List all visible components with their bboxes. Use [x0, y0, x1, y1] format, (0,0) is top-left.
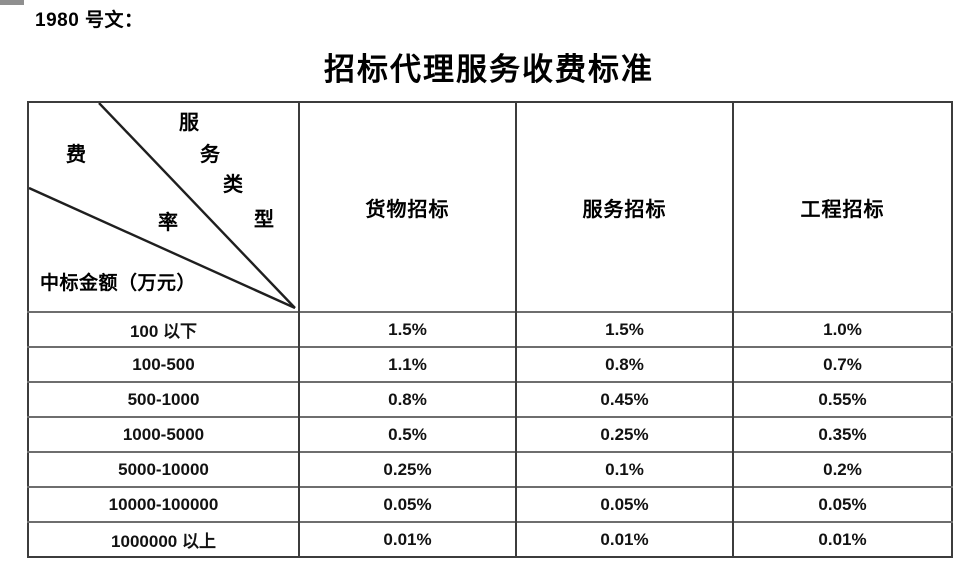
corner-service-type-char: 类 [223, 174, 243, 196]
row-label-cell: 5000-10000 [28, 451, 299, 487]
corner-rate-char: 率 [158, 212, 178, 234]
rate-cell: 0.5% [298, 416, 516, 452]
row-label-cell: 1000-5000 [28, 416, 299, 452]
rate-cell: 0.01% [298, 521, 516, 557]
rate-cell: 0.8% [515, 346, 733, 382]
rate-cell: 0.2% [732, 451, 952, 487]
corner-service-type-char: 务 [200, 144, 220, 166]
rate-cell: 0.55% [732, 381, 952, 417]
rate-cell: 0.25% [515, 416, 733, 452]
rate-cell: 0.05% [732, 486, 952, 522]
column-header-works: 工程招标 [732, 102, 952, 312]
rate-cell: 1.1% [298, 346, 516, 382]
rate-cell: 1.0% [732, 311, 952, 347]
rate-cell: 0.7% [732, 346, 952, 382]
table-row: 1000000 以上 0.01% 0.01% 0.01% [28, 521, 952, 557]
column-header-goods: 货物招标 [298, 102, 516, 312]
row-label-cell: 500-1000 [28, 381, 299, 417]
table-row: 5000-10000 0.25% 0.1% 0.2% [28, 451, 952, 487]
row-label-cell: 10000-100000 [28, 486, 299, 522]
fee-standard-table: 服 务 类 型 费 率 中标金额（万元） 货物招标 服务招标 工程招标 100 … [27, 101, 953, 558]
rate-cell: 1.5% [515, 311, 733, 347]
rate-cell: 0.8% [298, 381, 516, 417]
page-title: 招标代理服务收费标准 [324, 52, 654, 87]
corner-fee-char: 费 [66, 144, 86, 166]
rate-cell: 0.35% [732, 416, 952, 452]
column-header-services: 服务招标 [515, 102, 733, 312]
table-row: 500-1000 0.8% 0.45% 0.55% [28, 381, 952, 417]
rate-cell: 0.05% [515, 486, 733, 522]
row-label-cell: 100-500 [28, 346, 299, 382]
row-label-cell: 1000000 以上 [28, 521, 299, 557]
corner-service-type-char: 服 [179, 112, 199, 134]
diagonal-lines [29, 103, 296, 309]
table-header-row: 服 务 类 型 费 率 中标金额（万元） 货物招标 服务招标 工程招标 [28, 102, 952, 312]
row-label-cell: 100 以下 [28, 311, 299, 347]
corner-amount-label: 中标金额（万元） [40, 273, 197, 294]
rate-cell: 0.05% [298, 486, 516, 522]
table-row: 1000-5000 0.5% 0.25% 0.35% [28, 416, 952, 452]
rate-cell: 1.5% [298, 311, 516, 347]
rate-cell: 0.01% [732, 521, 952, 557]
rate-cell: 0.45% [515, 381, 733, 417]
rate-cell: 0.1% [515, 451, 733, 487]
table-row: 10000-100000 0.05% 0.05% 0.05% [28, 486, 952, 522]
corner-service-type-char: 型 [254, 209, 274, 231]
rate-cell: 0.25% [298, 451, 516, 487]
doc-number: 1980 号文： [35, 10, 144, 31]
rate-cell: 0.01% [515, 521, 733, 557]
scan-artifact [0, 0, 24, 5]
diagonal-corner-cell: 服 务 类 型 费 率 中标金额（万元） [28, 102, 299, 312]
table-row: 100-500 1.1% 0.8% 0.7% [28, 346, 952, 382]
table-row: 100 以下 1.5% 1.5% 1.0% [28, 311, 952, 347]
